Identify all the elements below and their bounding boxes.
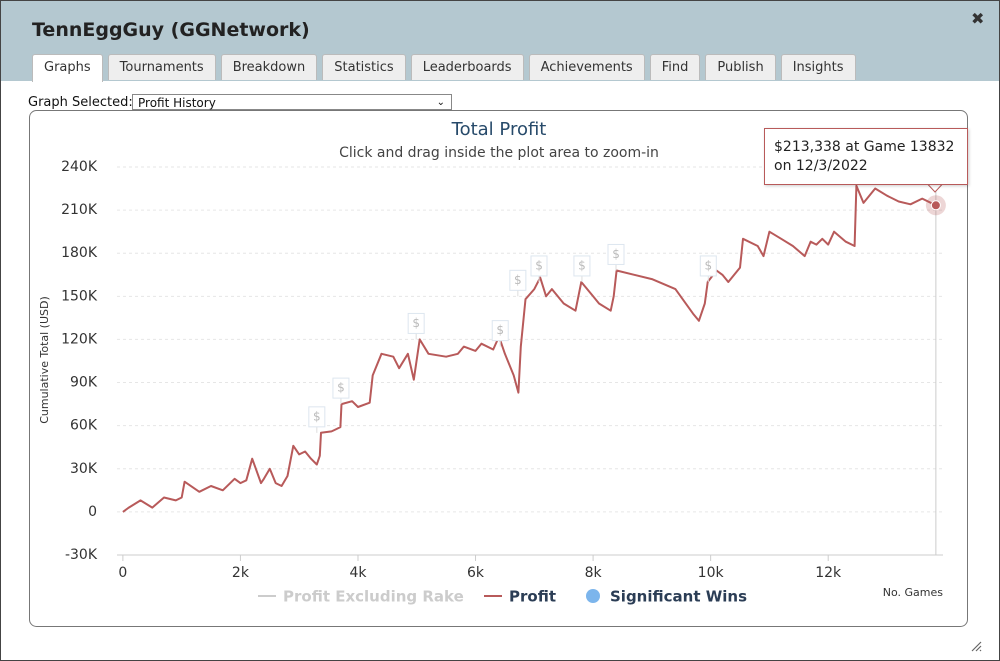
- x-tick-label: 2k: [232, 565, 250, 581]
- chart-frame: [29, 110, 968, 627]
- y-tick-label: 0: [88, 504, 97, 520]
- y-tick-label: 240K: [61, 159, 98, 175]
- tab[interactable]: Breakdown: [220, 54, 318, 80]
- profit-line: [122, 184, 937, 513]
- y-tick-label: 60K: [70, 418, 98, 434]
- y-tick-label: 180K: [61, 245, 98, 261]
- y-tick-label: 210K: [61, 202, 98, 218]
- chart-title: Total Profit: [451, 119, 547, 140]
- marker-label: $: [496, 323, 504, 337]
- tooltip-pointer: [927, 184, 943, 193]
- tab[interactable]: Insights: [780, 54, 856, 80]
- significant-win-marker: $: [607, 243, 625, 271]
- marker-flag: [407, 312, 425, 334]
- marker-label: $: [578, 258, 586, 272]
- legend-symbol: [586, 589, 600, 603]
- tab[interactable]: Achievements: [528, 54, 645, 80]
- chart: Total Profit Click and drag inside the p…: [29, 110, 968, 627]
- y-tick-label: 90K: [70, 375, 98, 391]
- legend-label: Profit: [509, 588, 556, 606]
- significant-win-marker: $: [308, 406, 326, 433]
- marker-flag: [699, 255, 717, 277]
- y-axis-label: Cumulative Total (USD): [38, 296, 51, 424]
- tab[interactable]: Publish: [705, 54, 776, 80]
- significant-win-marker: $: [332, 377, 350, 405]
- legend-label: Profit Excluding Rake: [283, 588, 464, 606]
- marker-flag: [491, 320, 509, 342]
- y-tick-label: 120K: [61, 331, 98, 347]
- marker-label: $: [514, 273, 522, 287]
- tab[interactable]: Tournaments: [107, 54, 216, 80]
- tab[interactable]: Find: [649, 54, 701, 80]
- x-tick-label: 0: [118, 565, 127, 581]
- marker-flag: [332, 377, 350, 399]
- significant-win-marker: $: [573, 255, 591, 282]
- x-tick-label: 4k: [349, 565, 367, 581]
- significant-win-marker: $: [407, 312, 425, 340]
- y-tick-label: -30K: [65, 547, 98, 563]
- tooltip: $213,338 at Game 13832 on 12/3/2022: [764, 128, 968, 185]
- marker-flag: [607, 243, 625, 265]
- significant-win-marker: $: [491, 320, 509, 347]
- marker-label: $: [313, 409, 321, 423]
- y-tick-label: 30K: [70, 461, 98, 477]
- marker-flag: [573, 255, 591, 277]
- x-axis-label: No. Games: [883, 586, 944, 599]
- significant-win-marker: $: [530, 255, 548, 282]
- tab[interactable]: Leaderboards: [410, 54, 524, 80]
- marker-flag: [308, 406, 326, 428]
- marker-flag: [509, 269, 527, 291]
- resize-handle[interactable]: [970, 640, 982, 652]
- significant-win-marker: $: [509, 269, 527, 297]
- dialog-header: TennEggGuy (GGNetwork) ✖ Graphs Tournamen…: [1, 1, 999, 82]
- dropdown-arrow: ⌄: [436, 97, 445, 108]
- x-tick-label: 12k: [815, 565, 842, 581]
- chart-subtitle: Click and drag inside the plot area to z…: [339, 145, 659, 161]
- legend-label: Significant Wins: [610, 588, 747, 606]
- tab-bar: Graphs Tournaments Breakdown Statistics Lead…: [32, 54, 856, 82]
- x-tick-label: 6k: [467, 565, 485, 581]
- x-tick-label: 10k: [698, 565, 725, 581]
- graph-selector-value: Profit History: [138, 96, 216, 110]
- marker-label: $: [612, 247, 620, 261]
- graph-selector-label: Graph Selected:: [28, 95, 133, 110]
- significant-win-marker: $: [699, 255, 717, 282]
- marker-label: $: [704, 258, 712, 272]
- x-tick-label: 8k: [585, 565, 603, 581]
- tab[interactable]: Statistics: [322, 54, 406, 80]
- graph-selector[interactable]: Profit History ⌄: [132, 94, 452, 110]
- close-button[interactable]: ✖: [971, 9, 985, 28]
- hover-point: [930, 200, 941, 211]
- marker-label: $: [412, 316, 420, 330]
- marker-label: $: [337, 381, 345, 395]
- tab[interactable]: Graphs: [32, 54, 103, 82]
- marker-flag: [530, 255, 548, 277]
- dialog-title: TennEggGuy (GGNetwork): [32, 19, 310, 41]
- y-tick-label: 150K: [61, 288, 98, 304]
- marker-label: $: [535, 258, 543, 272]
